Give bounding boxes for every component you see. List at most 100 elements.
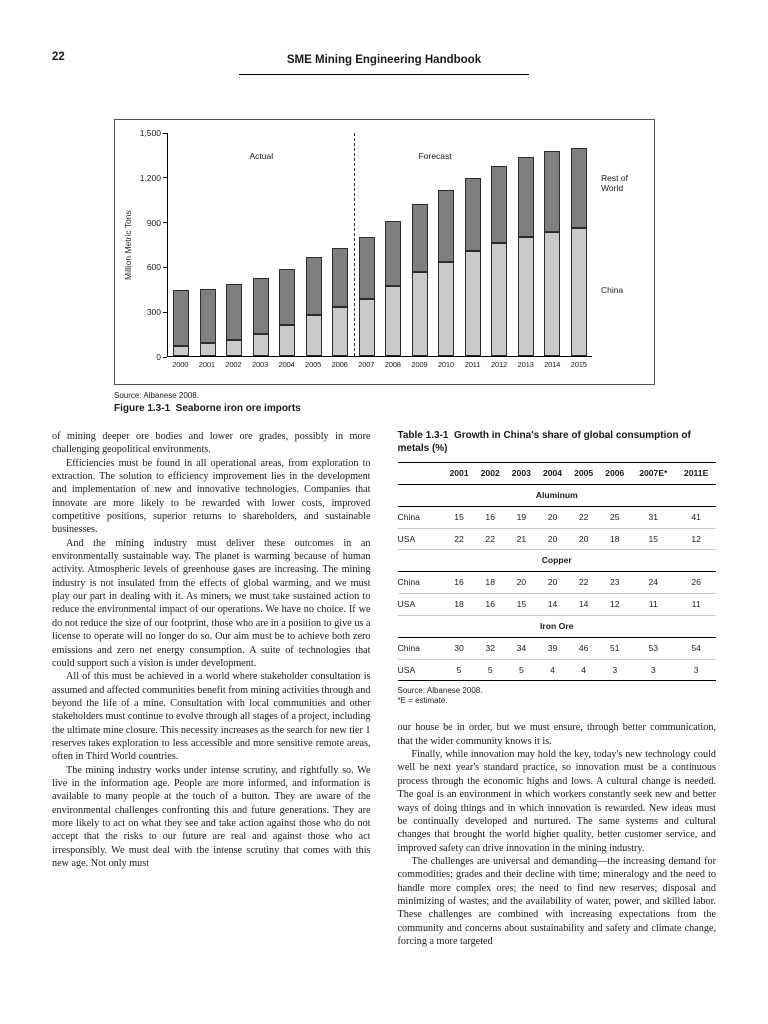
header-rule [239,74,529,75]
paragraph: Finally, while innovation may hold the k… [397,749,717,854]
segment-rest-of-world [385,220,402,286]
figure-source: Source: Albanese 2008. [114,391,199,400]
tick-mark [163,132,167,134]
table-cell: 34 [505,637,537,660]
year-col-2001: 2001 [443,462,475,485]
bar-2000 [168,290,195,356]
segment-china [570,227,587,356]
table-cell: 20 [536,571,569,595]
year-col-2002: 2002 [474,462,506,485]
table-cell: 18 [474,571,506,595]
table-cell: 3 [599,659,631,682]
chart-box: Million Metric Tons 1,500 1,200 900 600 300 0… [114,119,655,385]
series-labels: Rest of World China [592,133,650,357]
x-tick-label: 2011 [464,360,481,369]
stacked-bar [252,278,269,356]
tick-mark [163,266,167,268]
segment-rest-of-world [491,166,508,243]
x-tick-label: 2008 [384,360,401,369]
table-cell: 3 [630,659,677,682]
table-cell: 4 [536,659,569,682]
table-cell: 53 [630,637,677,660]
segment-china [385,285,402,356]
table-cell: 19 [505,506,537,529]
row-copper-usa: USA 18 16 15 14 14 12 11 11 [397,593,716,616]
section-aluminum: Aluminum [397,484,716,507]
row-label: China [397,506,444,529]
bar-2006 [327,248,354,356]
y-tick-label: 0 [156,352,167,362]
table-cell: 20 [568,528,600,551]
segment-rest-of-world [199,288,216,343]
table-year-header: 2001 2002 2003 2004 2005 2006 2007E* 2011E [397,462,716,485]
stacked-bar [544,151,561,356]
table-cell: 4 [568,659,600,682]
row-copper-china: China 16 18 20 20 22 23 24 26 [397,571,716,595]
table-cell: 16 [474,506,506,529]
stacked-bar [491,166,508,356]
y-axis-ticks: 1,500 1,200 900 600 300 0 [133,128,167,362]
table-cell: 24 [630,571,677,595]
x-tick-label: 2005 [305,360,322,369]
tick-mark [163,311,167,313]
table-cell: 11 [630,593,677,616]
year-col-2005: 2005 [568,462,600,485]
table-cell: 22 [568,571,600,595]
table-cell: 5 [505,659,537,682]
x-tick-label: 2003 [251,360,269,369]
paragraph: And the mining industry must deliver the… [52,537,371,669]
x-tick-label: 2002 [225,360,242,369]
bar-2007 [354,236,381,356]
table-cell: 12 [599,593,631,616]
stacked-bar [438,190,455,356]
table-cell: 18 [443,593,475,616]
segment-rest-of-world [332,248,349,308]
row-aluminum-china: China 15 16 19 20 22 25 31 41 [397,506,716,529]
table-source: Source: Albanese 2008. [397,686,483,696]
stacked-bar [279,269,296,356]
paragraph: Efficiencies must be found in all operat… [52,457,371,536]
stacked-bar [199,288,216,356]
actual-forecast-divider [353,133,355,356]
x-tick-label: 2004 [278,360,295,369]
rest-of-world-label: Rest of World [601,173,628,193]
segment-rest-of-world [226,284,243,340]
y-tick-label: 1,500 [140,128,167,138]
consumption-table: 2001 2002 2003 2004 2005 2006 2007E* 2011E Alumi… [397,462,716,682]
china-label: China [601,285,624,295]
figure-caption: Figure 1.3-1 Seaborne iron ore imports [114,403,301,414]
year-col-2003: 2003 [505,462,537,485]
table-cell: 51 [599,637,631,660]
table-cell: 22 [443,528,475,551]
y-tick-label: 600 [147,262,167,272]
segment-china [252,333,269,356]
tick-mark [163,177,167,179]
bar-2008 [380,220,407,356]
year-col-label [397,462,444,485]
paragraph: our house be in order, but we must ensur… [397,722,717,747]
bar-2015 [566,148,593,356]
segment-china [332,307,349,356]
table-cell: 14 [568,593,600,616]
forecast-label: Forecast [418,151,452,161]
bar-2012 [486,166,513,356]
bar-2014 [539,151,566,356]
stacked-bar [570,148,587,356]
stacked-bar [358,236,375,356]
table-cell: 46 [568,637,600,660]
bar-2009 [407,203,434,356]
row-label: China [397,637,444,660]
table-cell: 25 [599,506,631,529]
bar-2004 [274,269,301,356]
table-cell: 14 [536,593,569,616]
figure-1-3-1: Million Metric Tons 1,500 1,200 900 600 300 0… [114,119,655,414]
segment-rest-of-world [252,278,269,334]
table-cell: 32 [474,637,506,660]
section-iron-ore: Iron Ore [397,615,716,638]
stacked-bar [332,248,349,356]
segment-rest-of-world [358,236,375,299]
paragraph: The mining industry works under intense … [52,764,371,869]
x-tick-label: 2009 [411,360,428,369]
plot-area: Actual Forecast [167,133,592,357]
table-cell: 16 [474,593,506,616]
